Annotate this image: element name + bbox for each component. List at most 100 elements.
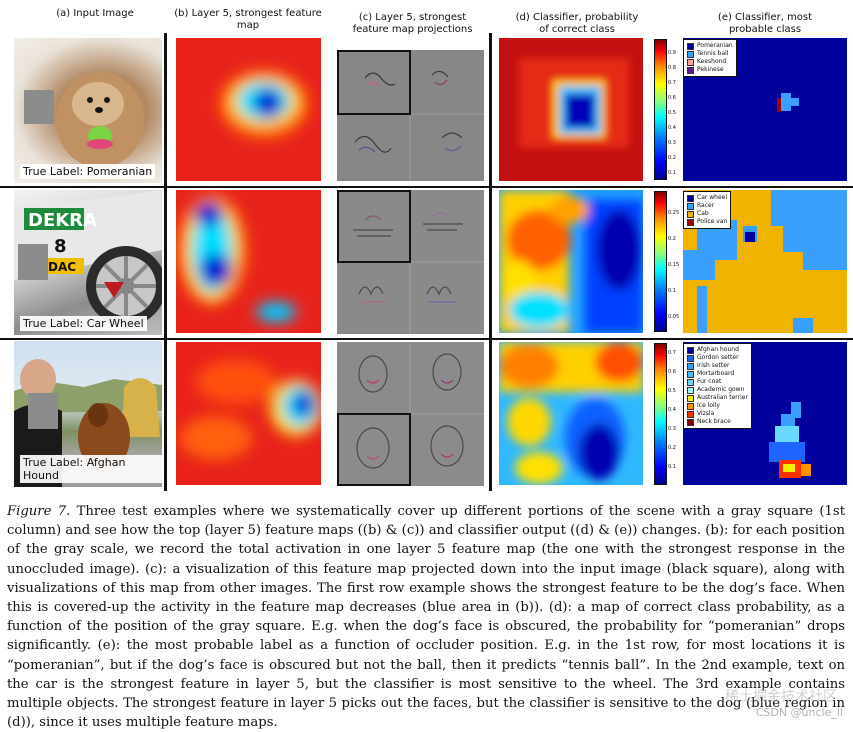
header-correct-class: (d) Classifier, probability of correct c… [492, 12, 662, 36]
colorbar-row1 [654, 39, 667, 180]
tick: 0.4 [668, 407, 676, 413]
tick: 0.1 [668, 288, 676, 294]
projection-tiles [337, 50, 484, 181]
legend-item: Neck brace [687, 418, 748, 426]
legend-item: Vizsla [687, 410, 748, 418]
tick: 0.1 [668, 170, 676, 176]
tick: 0.2 [668, 155, 676, 161]
legend-swatch [687, 378, 694, 386]
feature-map-row1 [176, 38, 321, 181]
legend-label: Irish setter [697, 362, 730, 369]
legend-label: Afghan hound [697, 346, 739, 353]
legend-swatch [687, 418, 694, 426]
tick: 0.15 [668, 262, 680, 268]
tick: 0.1 [668, 464, 676, 470]
tick: 0.3 [668, 426, 676, 432]
projections-row3 [337, 342, 484, 486]
legend-item: Irish setter [687, 362, 748, 370]
figure-7: (a) Input Image (b) Layer 5, strongest f… [0, 8, 853, 491]
true-label: True Label: Pomeranian [20, 164, 156, 179]
legend-swatch [687, 42, 694, 50]
legend-row1: Pomeranian Tennis ball Keeshond Pekinese [683, 39, 737, 77]
separator-vertical-2 [489, 33, 492, 491]
legend-swatch [687, 194, 694, 202]
legend-item: Mortarboard [687, 370, 748, 378]
legend-item: Racer [687, 202, 727, 210]
legend-swatch [687, 50, 694, 58]
caption-figure-label: Figure 7. [7, 504, 71, 519]
tick: 0.6 [668, 369, 676, 375]
header-correct-class-line1: (d) Classifier, probability [515, 12, 639, 23]
legend-label: Racer [697, 202, 715, 209]
legend-item: Academic gown [687, 386, 748, 394]
tick: 0.25 [668, 210, 680, 216]
car-drawing: DEKRA 8 DAC [14, 190, 162, 326]
legend-label: Neck brace [697, 418, 731, 425]
legend-item: Australian terrier [687, 394, 748, 402]
legend-item: Fur coat [687, 378, 748, 386]
legend-label: Pomeranian [697, 42, 733, 49]
legend-label: Pekinese [697, 66, 724, 73]
legend-swatch [687, 346, 694, 354]
header-most-probable-line2: probable class [728, 24, 802, 35]
legend-swatch [687, 410, 694, 418]
legend-label: Mortarboard [697, 370, 735, 377]
legend-label: Academic gown [697, 386, 745, 393]
tick: 0.7 [668, 80, 676, 86]
legend-item: Gordon setter [687, 354, 748, 362]
projection-tiles [337, 342, 484, 486]
header-feature-map: (b) Layer 5, strongest feature map [174, 8, 322, 31]
colorbar-row2 [654, 191, 667, 332]
legend-label: Vizsla [697, 410, 715, 417]
legend-label: Police van [697, 218, 728, 225]
header-most-probable: (e) Classifier, most probable class [690, 12, 840, 36]
legend-item: Ice lolly [687, 402, 748, 410]
legend-row3: Afghan hound Gordon setter Irish setter … [683, 343, 752, 429]
most-probable-cells-row3 [769, 402, 811, 478]
tick: 0.6 [668, 95, 676, 101]
legend-label: Car wheel [697, 194, 727, 201]
legend-swatch [687, 202, 694, 210]
feature-map-row2 [176, 190, 321, 333]
correct-class-map-row1 [499, 38, 643, 181]
most-probable-cells-row1 [777, 93, 799, 112]
projections-row2 [337, 190, 484, 334]
input-image-pomeranian: True Label: Pomeranian [14, 38, 162, 183]
legend-label: Fur coat [697, 378, 722, 385]
watermark-overlay: 稀土掘金技术社区 [725, 689, 837, 705]
legend-label: Ice lolly [697, 402, 720, 409]
legend-swatch [687, 354, 694, 362]
separator-vertical-1 [164, 33, 167, 491]
pomeranian-drawing [56, 72, 144, 168]
tick: 0.4 [668, 125, 676, 131]
tick: 0.9 [668, 50, 676, 56]
feature-map-row3 [176, 342, 321, 485]
most-probable-cells-row2 [683, 190, 847, 333]
projections-row1 [337, 50, 484, 181]
legend-swatch [687, 394, 694, 402]
header-most-probable-line1: (e) Classifier, most [717, 12, 813, 23]
watermark: CSDN @uncle_ll [755, 706, 843, 719]
legend-item: Car wheel [687, 194, 727, 202]
projection-tiles [337, 190, 484, 334]
legend-label: Keeshond [697, 58, 727, 65]
tick: 0.5 [668, 388, 676, 394]
separator-horizontal-2 [0, 338, 853, 340]
input-image-afghan-hound: True Label: Afghan Hound [14, 341, 162, 487]
legend-swatch [687, 370, 694, 378]
input-image-car-wheel: DEKRA 8 DAC True Label: Car Wheel [14, 190, 162, 335]
gray-occluder [24, 90, 54, 124]
legend-item: Afghan hound [687, 346, 748, 354]
legend-label: Cab [697, 210, 709, 217]
legend-swatch [687, 58, 694, 66]
legend-label: Gordon setter [697, 354, 739, 361]
tick: 0.2 [668, 236, 676, 242]
tick: 0.2 [668, 445, 676, 451]
figure-caption: Figure 7. Three test examples where we s… [7, 502, 845, 732]
separator-horizontal-1 [0, 186, 853, 188]
header-input-image: (a) Input Image [56, 8, 134, 19]
legend-item: Pomeranian [687, 42, 733, 50]
legend-swatch [687, 66, 694, 74]
car-text-number: 8 [54, 236, 67, 257]
car-text-dekra: DEKRA [28, 210, 97, 231]
